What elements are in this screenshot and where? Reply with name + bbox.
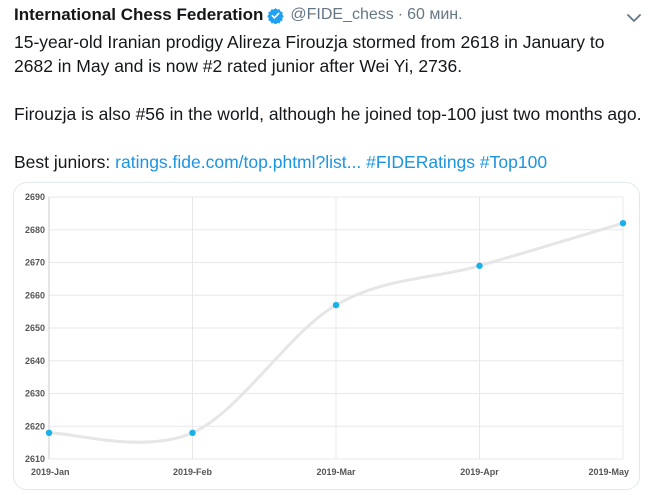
data-point[interactable] [619, 220, 627, 227]
y-tick-label: 2680 [25, 225, 45, 235]
timestamp[interactable]: 60 мин. [407, 6, 463, 23]
data-point[interactable] [45, 429, 53, 436]
y-tick-label: 2620 [25, 421, 45, 431]
author-name[interactable]: International Chess Federation [14, 5, 264, 24]
data-point[interactable] [189, 429, 196, 436]
y-tick-label: 2660 [25, 290, 45, 300]
tweet-line-1: 15-year-old Iranian prodigy Alireza Firo… [14, 32, 605, 52]
x-tick-label: 2019-Jan [31, 467, 70, 477]
y-tick-label: 2690 [25, 192, 45, 202]
data-point[interactable] [476, 262, 483, 269]
verified-badge-icon [267, 7, 285, 24]
ratings-link[interactable]: ratings.fide.com/top.phtml?list... [115, 152, 362, 172]
x-tick-label: 2019-Feb [173, 467, 213, 477]
hashtag-top100[interactable]: #Top100 [479, 152, 548, 172]
x-tick-label: 2019-Apr [460, 467, 499, 477]
best-juniors-label: Best juniors: [14, 152, 116, 172]
x-tick-label: 2019-May [588, 467, 629, 477]
chart-card[interactable]: 2610 2620 2630 2640 2650 2660 2670 2680 2690 2019… [13, 182, 640, 490]
y-tick-label: 2640 [25, 356, 45, 366]
tweet-line-3: Firouzja is also #56 in the world, altho… [14, 104, 642, 124]
y-tick-label: 2630 [25, 389, 45, 399]
data-point[interactable] [332, 301, 340, 309]
rating-chart: 2610 2620 2630 2640 2650 2660 2670 2680 2690 2019… [25, 192, 629, 477]
tweet-line-2: 2682 in May and is now #2 rated junior a… [14, 56, 463, 76]
hashtag-fideratings[interactable]: #FIDERatings [366, 152, 476, 172]
y-tick-label: 2650 [25, 323, 45, 333]
author-handle[interactable]: @FIDE_chess [290, 6, 394, 23]
y-tick-label: 2610 [25, 454, 45, 464]
separator-dot: · [397, 6, 404, 23]
tweet-line-4: Best juniors: ratings.fide.com/top.phtml… [14, 150, 654, 174]
chevron-down-icon[interactable] [624, 8, 644, 28]
tweet-header: International Chess Federation @FIDE_che… [14, 3, 463, 27]
x-tick-label: 2019-Mar [316, 467, 356, 477]
tweet-text: 15-year-old Iranian prodigy Alireza Firo… [14, 30, 654, 174]
y-tick-label: 2670 [25, 258, 45, 268]
